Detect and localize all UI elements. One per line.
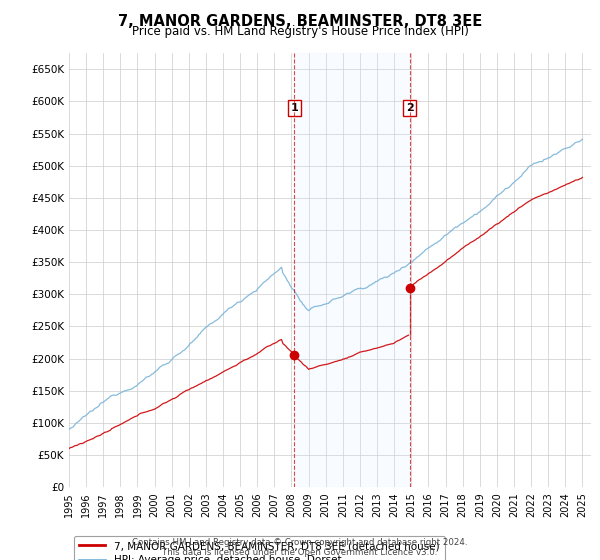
Legend: 7, MANOR GARDENS, BEAMINSTER, DT8 3EE (detached house), HPI: Average price, deta: 7, MANOR GARDENS, BEAMINSTER, DT8 3EE (d… <box>74 536 445 560</box>
Text: 1: 1 <box>290 103 298 113</box>
Text: 7, MANOR GARDENS, BEAMINSTER, DT8 3EE: 7, MANOR GARDENS, BEAMINSTER, DT8 3EE <box>118 14 482 29</box>
Text: 2: 2 <box>406 103 413 113</box>
Bar <box>295 53 410 487</box>
Text: Contains HM Land Registry data © Crown copyright and database right 2024.
This d: Contains HM Land Registry data © Crown c… <box>132 538 468 557</box>
Text: Price paid vs. HM Land Registry's House Price Index (HPI): Price paid vs. HM Land Registry's House … <box>131 25 469 38</box>
